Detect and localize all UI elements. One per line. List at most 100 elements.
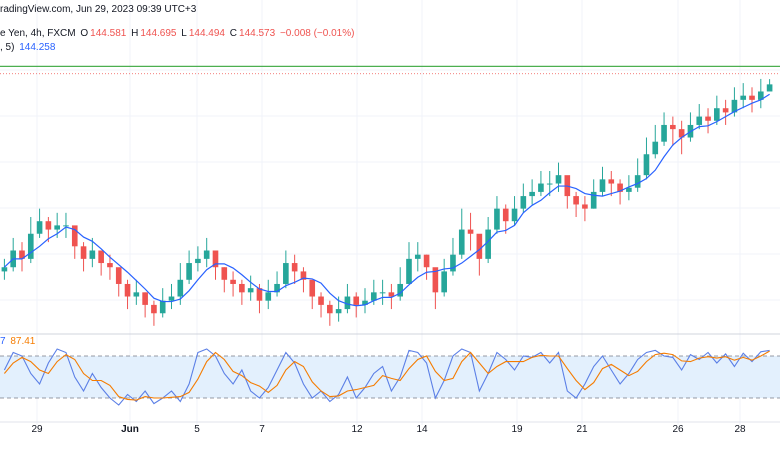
- candle-body: [766, 84, 773, 92]
- candle-body: [124, 283, 131, 297]
- candle-body: [362, 300, 368, 305]
- candle-body: [151, 304, 157, 314]
- candle-body: [441, 271, 447, 293]
- candle-body: [432, 267, 439, 293]
- x-tick-label: 7: [259, 424, 265, 435]
- x-tick-label: 28: [734, 424, 746, 435]
- candle-body: [520, 196, 527, 209]
- candle-body: [327, 304, 333, 314]
- x-tick-label: 5: [194, 424, 200, 435]
- high-value: 144.695: [140, 28, 177, 39]
- candle-body: [300, 271, 307, 280]
- candle-body: [247, 288, 254, 293]
- candle-body: [406, 258, 412, 284]
- low-label: L: [181, 28, 187, 39]
- candle-body: [27, 233, 34, 259]
- candle-body: [573, 196, 579, 205]
- stoch-band: [0, 356, 780, 398]
- candle-body: [696, 116, 703, 125]
- header-source-line: radingView.com, Jun 29, 2023 09:39 UTC+3: [0, 4, 198, 15]
- candle-body: [256, 288, 263, 301]
- candle-body: [370, 292, 377, 301]
- candle-body: [546, 183, 553, 185]
- candle-body: [599, 179, 606, 192]
- change-value: −0.008 (−0.01%): [279, 28, 355, 39]
- candle-body: [423, 254, 430, 268]
- candle-body: [291, 263, 298, 272]
- candle-body: [318, 296, 324, 305]
- candle-body: [115, 267, 122, 284]
- candle-body: [19, 250, 25, 259]
- candle-body: [335, 309, 342, 314]
- candle-body: [670, 124, 676, 130]
- candle-body: [608, 179, 615, 184]
- candle-body: [239, 283, 245, 293]
- candle-body: [397, 283, 404, 297]
- candle-body: [274, 283, 280, 293]
- candle-body: [749, 95, 755, 100]
- candle-body: [1, 267, 8, 272]
- candle-body: [71, 225, 78, 247]
- candle-body: [626, 187, 632, 192]
- candle-body: [230, 279, 236, 284]
- ma-value: 144.258: [19, 42, 56, 53]
- candle-body: [353, 296, 360, 305]
- candle-body: [379, 292, 386, 294]
- stoch-d-line: [3, 350, 770, 401]
- close-value: 144.573: [239, 28, 276, 39]
- candle-body: [740, 95, 747, 100]
- candle-body: [309, 279, 316, 297]
- x-tick-label: Jun: [121, 424, 139, 435]
- candle-body: [643, 154, 650, 176]
- close-label: C: [229, 28, 238, 39]
- candle-body: [168, 296, 175, 301]
- candle-body: [221, 267, 228, 280]
- candle-body: [661, 124, 667, 142]
- candle-body: [133, 292, 140, 297]
- candle-body: [678, 129, 685, 138]
- open-label: O: [80, 28, 89, 39]
- candle-body: [476, 233, 483, 259]
- candle-body: [63, 225, 69, 227]
- candle-body: [582, 204, 588, 209]
- candle-body: [186, 263, 192, 280]
- source-text: radingView.com, Jun 29, 2023 09:39 UTC+3: [0, 4, 197, 15]
- high-label: H: [131, 28, 139, 39]
- candle-body: [450, 254, 456, 272]
- candle-body: [617, 183, 623, 192]
- candle-body: [107, 263, 113, 268]
- candle-body: [502, 208, 509, 222]
- candle-body: [731, 99, 738, 113]
- candle-body: [485, 229, 491, 259]
- candle-body: [458, 229, 465, 255]
- candle-body: [195, 258, 201, 264]
- candle-body: [177, 279, 184, 297]
- candle-body: [344, 296, 351, 310]
- candle-body: [159, 300, 166, 314]
- stoch-legend: 7 87.41: [0, 336, 37, 347]
- candle-body: [283, 263, 289, 284]
- candle-body: [36, 221, 43, 234]
- candle-body: [757, 91, 764, 100]
- ma-line: [3, 93, 770, 307]
- stoch-k-line: [3, 348, 770, 406]
- candle-body: [714, 108, 720, 121]
- candle-body: [212, 250, 219, 268]
- candle-body: [538, 183, 544, 192]
- candle-body: [45, 221, 52, 230]
- candle-body: [98, 250, 104, 264]
- candle-body: [555, 175, 562, 184]
- x-tick-label: 14: [416, 424, 428, 435]
- candle-body: [388, 292, 395, 297]
- x-tick-label: 29: [31, 424, 43, 435]
- stoch-k-value: 7: [0, 336, 6, 347]
- x-tick-label: 12: [351, 424, 363, 435]
- candle-body: [203, 250, 210, 259]
- candle-body: [467, 229, 474, 234]
- ma-legend: , 5) 144.258: [0, 42, 57, 53]
- candle-body: [590, 191, 597, 209]
- candle-body: [705, 116, 711, 121]
- candle-body: [54, 225, 60, 230]
